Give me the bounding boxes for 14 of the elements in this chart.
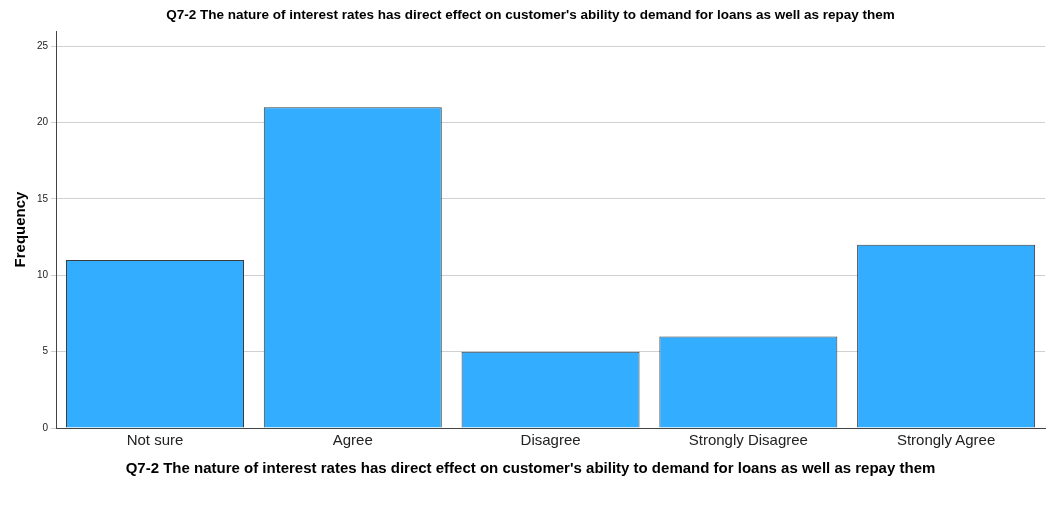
y-tick-label: 25	[37, 40, 49, 52]
y-tick-label: 15	[37, 192, 49, 204]
x-tick-label: Agree	[332, 431, 373, 449]
x-tick-label: Disagree	[520, 431, 581, 449]
x-tick-label: Not sure	[126, 431, 184, 449]
y-tick-label: 10	[37, 269, 49, 281]
y-tick-label: 20	[37, 116, 49, 128]
chart-title: Q7-2 The nature of interest rates has direct effect on customer's ability to demand for loans as well as repay them	[165, 7, 896, 22]
y-tick-label: 0	[42, 421, 49, 433]
x-tick-label: Strongly Disagree	[688, 431, 808, 449]
x-tick-label: Strongly Agree	[896, 431, 996, 449]
y-axis-title: Frequency	[11, 190, 29, 268]
y-tick-label: 5	[42, 345, 49, 357]
x-axis-title: Q7-2 The nature of interest rates has direct effect on customer's ability to demand for loans as well as repay them	[124, 459, 937, 476]
